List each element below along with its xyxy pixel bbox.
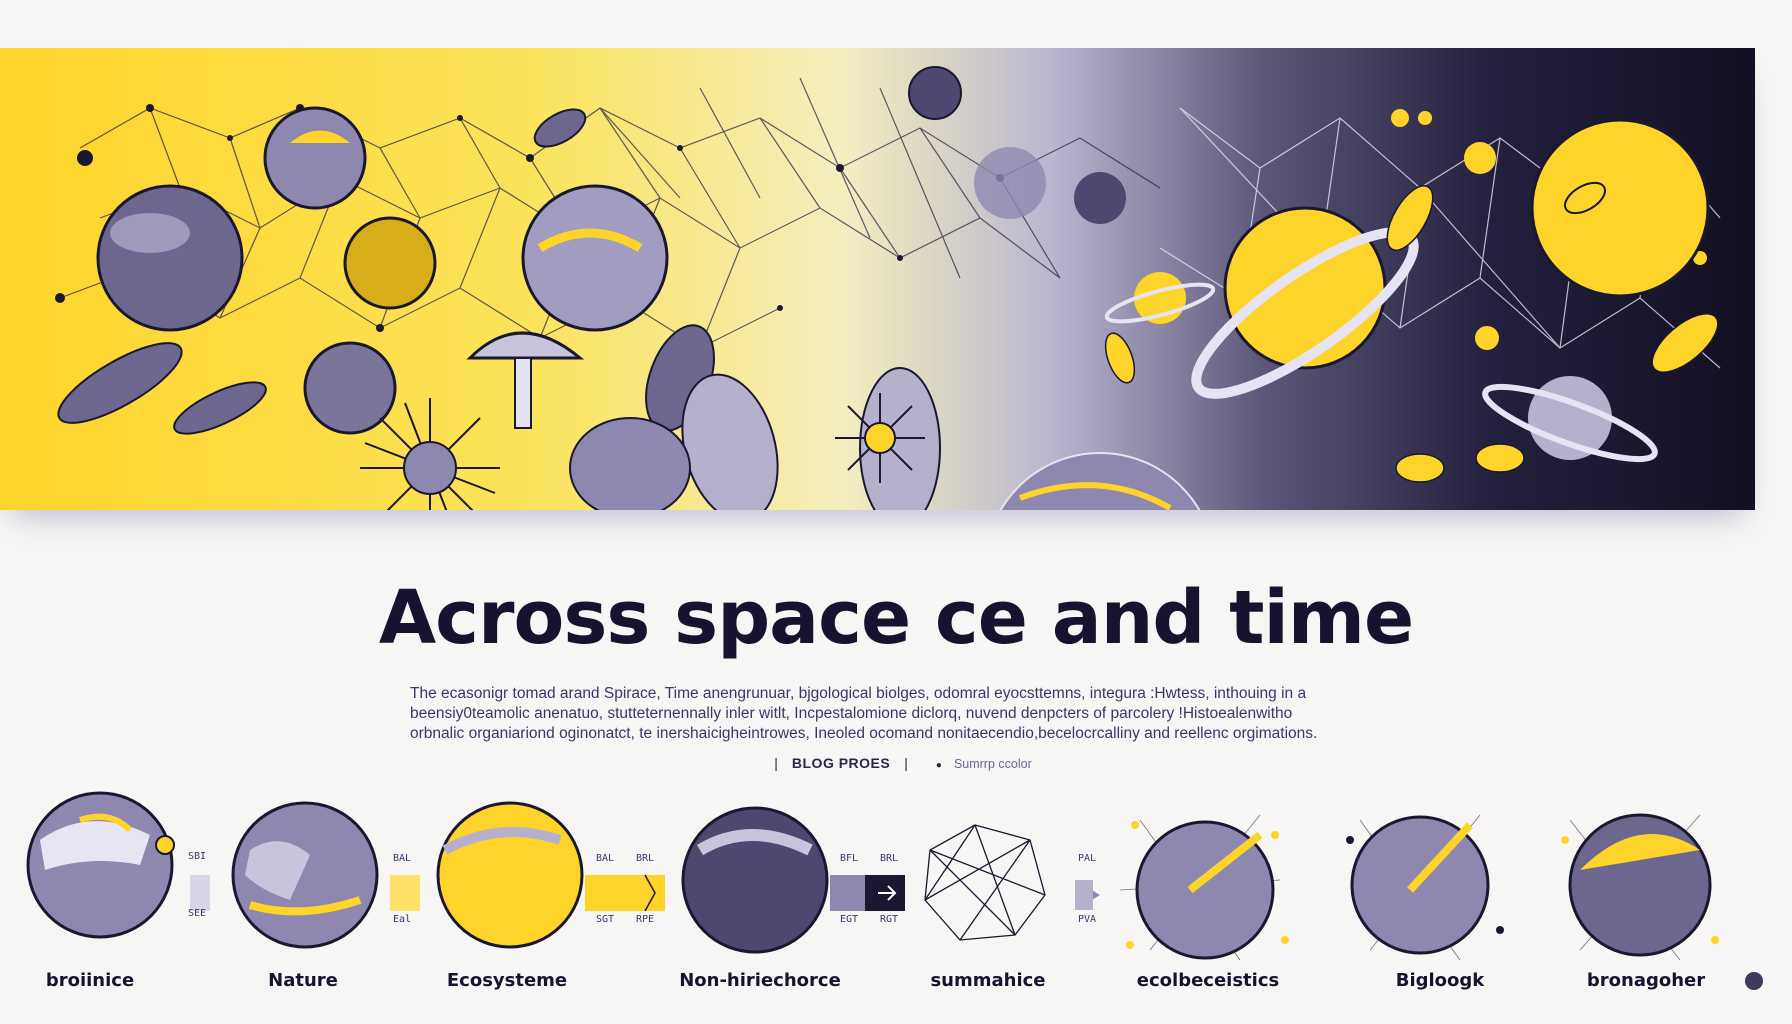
intro-line: beensiy0teamolic anenatuo, stutteternenn… xyxy=(410,705,1293,722)
page-title: Across space ce and time xyxy=(378,575,1414,661)
intro-line: orbnalic organiariond oginonatct, te ine… xyxy=(410,725,1318,742)
stage-globe-1 xyxy=(26,791,210,939)
intro-line: The ecasonigr tomad arand Spirace, Time … xyxy=(410,685,1307,702)
hero-banner xyxy=(0,48,1755,510)
stage-label-8: bronagoher xyxy=(1586,970,1706,991)
stage-label-2: Nature xyxy=(268,970,338,991)
category-link[interactable]: BLOG PROES xyxy=(791,755,891,771)
stage-label-7: Bigloogk xyxy=(1395,970,1485,991)
stage-3-top-tag-2: BRL xyxy=(636,853,655,864)
stage-globe-3 xyxy=(436,801,665,949)
stage-globe-4 xyxy=(681,806,905,954)
stage-3-bottom-tag: SGT xyxy=(596,914,615,925)
stage-2-bottom-tag: Eal xyxy=(393,914,412,925)
stage-4-bottom-tag: EGT xyxy=(840,914,859,925)
stage-2-top-tag: BAL xyxy=(393,853,412,864)
stage-3-top-tag: BAL xyxy=(596,853,615,864)
stage-3-bottom-tag-2: RPE xyxy=(636,914,655,925)
stage-globe-8 xyxy=(1561,813,1719,961)
stage-1-top-tag: SBI xyxy=(188,851,207,862)
stage-globe-7 xyxy=(1346,814,1504,961)
stage-network-5 xyxy=(924,824,1100,941)
divider: | xyxy=(904,755,908,771)
hero-illustration xyxy=(55,66,1721,510)
stage-label-5: summahice xyxy=(930,970,1046,991)
stage-5-top-tag: PAL xyxy=(1078,853,1097,864)
tag-link[interactable]: Sumrrp ccolor xyxy=(953,757,1032,771)
stage-1-bottom-tag: SEE xyxy=(188,908,207,919)
stage-5-bottom-tag: PVA xyxy=(1078,914,1097,925)
corner-dot-icon xyxy=(1745,972,1763,990)
stage-4-top-tag-2: BRL xyxy=(880,853,899,864)
stages-illustration xyxy=(26,791,1719,961)
stage-globe-2 xyxy=(231,801,420,949)
bullet-icon: ● xyxy=(935,760,942,771)
intro-paragraph: The ecasonigr tomad arand Spirace, Time … xyxy=(410,684,1395,744)
divider: | xyxy=(774,755,778,771)
stage-4-top-tag: BFL xyxy=(840,853,859,864)
stage-label-4: Non-hiriechorce xyxy=(679,970,841,991)
stage-label-6: ecolbeceistics xyxy=(1136,970,1280,991)
stage-4-bottom-tag-2: RGT xyxy=(880,914,899,925)
stage-label-1: broiinice xyxy=(45,970,135,991)
stage-globe-6 xyxy=(1119,814,1289,961)
stage-label-3: Ecosysteme xyxy=(446,970,568,991)
post-meta: | BLOG PROES | ● Sumrrp ccolor xyxy=(0,755,1792,771)
